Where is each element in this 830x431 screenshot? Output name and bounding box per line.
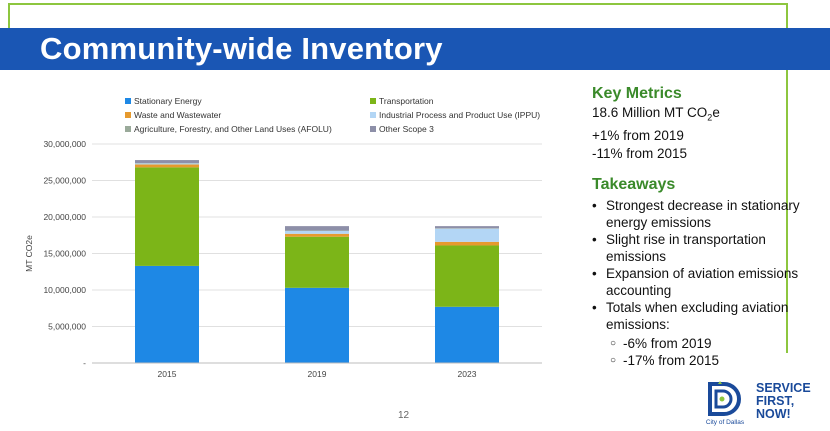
takeaway-sub-item: -6% from 2019 bbox=[610, 335, 822, 352]
takeaways-heading: Takeaways bbox=[592, 175, 676, 193]
takeaway-item: Slight rise in transportation emissions bbox=[592, 231, 822, 265]
x-tick-label: 2023 bbox=[458, 369, 477, 379]
emissions-chart: Stationary Energy Transportation Waste and… bbox=[20, 84, 572, 380]
slide-title: Community-wide Inventory bbox=[40, 31, 443, 66]
title-bar: Community-wide Inventory bbox=[0, 28, 830, 70]
y-tick-label: 30,000,000 bbox=[43, 139, 86, 149]
bar-segment bbox=[435, 241, 499, 246]
bar-segment bbox=[135, 160, 199, 163]
bar-segment bbox=[285, 233, 349, 237]
city-logo: City of Dallas SERVICE FIRST, NOW! bbox=[700, 378, 830, 431]
bar-segment bbox=[435, 306, 499, 363]
slogan-line-3: NOW! bbox=[756, 407, 791, 421]
bar-segment bbox=[435, 228, 499, 242]
bar-segment bbox=[135, 265, 199, 363]
y-tick-label: 15,000,000 bbox=[43, 249, 86, 259]
legend-swatch bbox=[370, 112, 376, 118]
change-vs-2019: +1% from 2019 bbox=[592, 127, 684, 143]
legend-swatch bbox=[125, 112, 131, 118]
key-metrics-heading: Key Metrics bbox=[592, 85, 682, 102]
bar-segment bbox=[435, 226, 499, 229]
bar-segment bbox=[135, 167, 199, 266]
slogan-line-2: FIRST, bbox=[756, 394, 795, 408]
bar-segment bbox=[285, 236, 349, 288]
dallas-d-logo-icon bbox=[708, 381, 741, 416]
total-emissions-subscript: 2 bbox=[707, 112, 713, 123]
y-tick-label: - bbox=[83, 358, 86, 368]
slogan: SERVICE FIRST, NOW! bbox=[756, 382, 811, 421]
legend-swatch bbox=[125, 126, 131, 132]
bar-segment bbox=[135, 163, 199, 165]
city-of-dallas-text: City of Dallas bbox=[705, 419, 745, 426]
legend-label: Industrial Process and Product Use (IPPU… bbox=[379, 110, 540, 120]
bar-segment bbox=[285, 230, 349, 234]
change-vs-2015: -11% from 2015 bbox=[592, 145, 688, 161]
right-panel: Key Metrics 18.6 Million MT CO2e +1% fro… bbox=[592, 84, 822, 369]
total-emissions-suffix: e bbox=[712, 105, 720, 120]
y-tick-label: 25,000,000 bbox=[43, 176, 86, 186]
y-tick-label: 10,000,000 bbox=[43, 285, 86, 295]
y-tick-label: 5,000,000 bbox=[48, 322, 86, 332]
x-tick-label: 2019 bbox=[308, 369, 327, 379]
page-number: 12 bbox=[398, 410, 410, 421]
frame-line-right bbox=[786, 3, 788, 353]
legend-label: Other Scope 3 bbox=[379, 124, 434, 134]
bar-segment bbox=[285, 287, 349, 363]
total-emissions: 18.6 Million MT CO2e bbox=[592, 104, 822, 127]
legend-swatch bbox=[125, 98, 131, 104]
y-tick-label: 20,000,000 bbox=[43, 212, 86, 222]
bar-segment bbox=[435, 245, 499, 307]
takeaway-sub-item: -17% from 2015 bbox=[610, 352, 822, 369]
takeaways-list: Strongest decrease in stationary energy … bbox=[592, 197, 822, 333]
takeaways-sub-list: -6% from 2019 -17% from 2015 bbox=[610, 335, 822, 369]
x-tick-label: 2015 bbox=[158, 369, 177, 379]
slogan-line-1: SERVICE bbox=[756, 381, 811, 395]
legend-label: Agriculture, Forestry, and Other Land Us… bbox=[134, 124, 332, 134]
takeaway-item: Expansion of aviation emissions accounti… bbox=[592, 265, 822, 299]
frame-line-top bbox=[8, 3, 788, 5]
legend-label: Waste and Wastewater bbox=[134, 110, 221, 120]
bar-segment bbox=[135, 164, 199, 168]
takeaway-item: Totals when excluding aviation emissions… bbox=[592, 299, 822, 333]
legend-label: Transportation bbox=[379, 96, 434, 106]
total-emissions-prefix: 18.6 Million MT CO bbox=[592, 105, 708, 120]
legend-label: Stationary Energy bbox=[134, 96, 202, 106]
chart-svg: Stationary Energy Transportation Waste and… bbox=[24, 96, 542, 379]
takeaway-item: Strongest decrease in stationary energy … bbox=[592, 197, 822, 231]
frame-line-left bbox=[8, 3, 10, 33]
legend-swatch bbox=[370, 98, 376, 104]
bar-segment bbox=[285, 226, 349, 231]
y-axis-label: MT CO2e bbox=[24, 235, 34, 272]
legend-swatch bbox=[370, 126, 376, 132]
